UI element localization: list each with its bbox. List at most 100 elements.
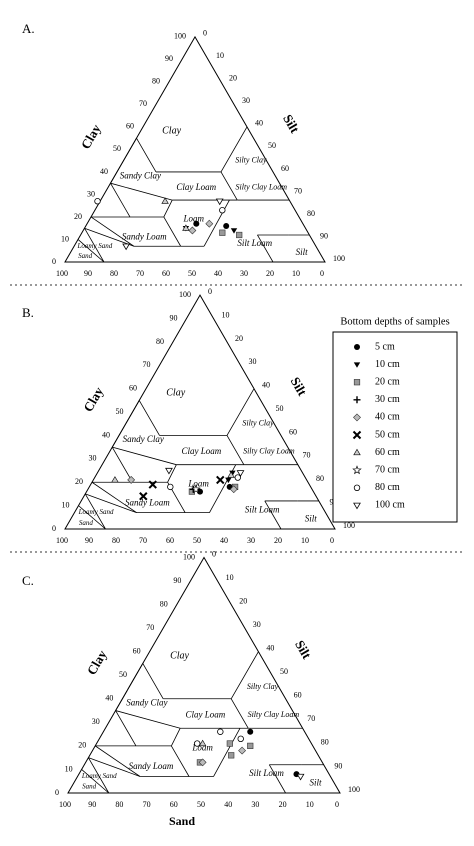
legend-label: 30 cm [375,394,400,405]
legend-marker [353,396,361,404]
silt-tick-label: 80 [316,474,324,483]
class-boundary [81,769,110,794]
class-boundary [88,757,110,794]
sand-tick-label: 100 [59,800,71,809]
sand-tick-label: 10 [306,800,314,809]
silt-tick-label: 90 [320,231,328,240]
clay-tick-label: 20 [78,741,86,750]
region-label: Clay Loam [181,446,221,456]
sand-axis: 100 90 80 70 60 50 40 30 20 10 0 [56,536,334,545]
legend-item: 10 cm [353,359,400,370]
clay-axis: 0 10 20 30 40 50 60 70 80 90 100 [52,32,186,266]
legend-label: 60 cm [375,447,400,458]
clay-tick-label: 10 [65,764,73,773]
clay-tick-label: 60 [126,122,134,131]
data-points [111,467,245,501]
class-boundary [142,663,164,699]
clay-tick-label: 90 [170,313,178,322]
class-boundary [167,464,177,483]
clay-tick-label: 40 [105,694,113,703]
clay-tick-label: 30 [89,454,97,463]
legend-item: 30 cm [353,394,400,405]
data-point [225,477,232,484]
region-label: Sandy Loam [122,231,167,241]
clay-tick-label: 10 [62,500,70,509]
class-boundary [84,493,106,530]
class-boundary [226,435,245,465]
sand-tick-label: 60 [166,536,174,545]
class-boundary [163,216,182,247]
region-label: Clay Loam [176,182,216,192]
silt-tick-label: 80 [307,209,315,218]
silt-tick-label: 70 [303,451,311,460]
region-label: Sandy Loam [125,497,170,507]
data-point [236,470,245,477]
region-label: Sandy Clay [123,434,164,444]
clay-axis-title: Clay [78,121,104,151]
silt-tick-label: 100 [333,254,345,263]
legend-item: 70 cm [352,464,400,475]
legend-label: 100 cm [375,500,405,511]
class-boundary [220,126,248,173]
legend-marker [353,413,361,422]
sand-tick-label: 40 [214,269,222,278]
class-boundary [213,728,241,777]
sand-tick-label: 70 [139,536,147,545]
class-boundary [171,728,181,747]
panel-label: A. [22,21,35,36]
region-label: Silty Clay [247,682,279,691]
legend-label: 10 cm [375,359,400,370]
clay-tick-label: 70 [139,99,147,108]
sand-tick-label: 60 [170,800,178,809]
class-boundary [112,446,177,466]
class-boundary [90,216,135,247]
clay-tick-label: 20 [74,212,82,221]
class-boundary [77,239,105,263]
silt-tick-label: 90 [334,761,342,770]
legend-item: 40 cm [353,412,400,423]
data-point [219,207,226,214]
class-boundary [136,137,157,173]
silt-tick-label: 20 [239,596,247,605]
legend-item: 5 cm [354,341,395,352]
region-label: Loam [187,479,209,489]
legend-label: 20 cm [375,376,400,387]
region-label: Sand [78,252,93,260]
clay-tick-label: 0 [52,257,56,266]
region-label: Sandy Clay [126,698,167,708]
sand-tick-label: 10 [292,269,300,278]
class-boundary [230,651,259,699]
class-boundary [84,227,135,247]
clay-tick-label: 60 [133,646,141,655]
class-boundary [91,481,137,513]
data-point [94,198,101,205]
data-point [229,485,238,494]
sand-axis: 100 90 80 70 60 50 40 30 20 10 0 [59,800,339,809]
sand-axis-title: Sand [169,814,195,828]
clay-tick-label: 0 [55,788,59,797]
silt-tick-label: 30 [249,357,257,366]
region-labels: Clay Silty Clay Sandy Clay Clay Loam Silty C… [78,388,318,527]
clay-tick-label: 20 [75,477,83,486]
region-label: Loamy Sand [78,508,114,516]
silt-tick-label: 40 [266,643,274,652]
region-label: Loam [182,213,204,223]
sand-tick-label: 20 [279,800,287,809]
legend-label: 40 cm [375,412,400,423]
region-label: Loamy Sand [81,772,117,780]
legend-label: 70 cm [375,464,400,475]
silt-tick-label: 100 [348,785,360,794]
silt-tick-label: 10 [226,573,234,582]
sand-tick-label: 0 [335,800,339,809]
region-label: Sandy Loam [129,761,174,771]
silt-tick-label: 50 [280,667,288,676]
silt-axis-title: Silt [280,112,303,136]
legend-label: 50 cm [375,429,400,440]
clay-tick-label: 40 [102,430,110,439]
data-point [217,728,224,735]
panel-3: C. Clay Silty Clay Sandy Clay Clay Loam Silty… [22,549,360,827]
sand-tick-label: 90 [84,269,92,278]
data-points [193,728,305,781]
clay-tick-label: 40 [100,167,108,176]
sand-tick-label: 30 [251,800,259,809]
